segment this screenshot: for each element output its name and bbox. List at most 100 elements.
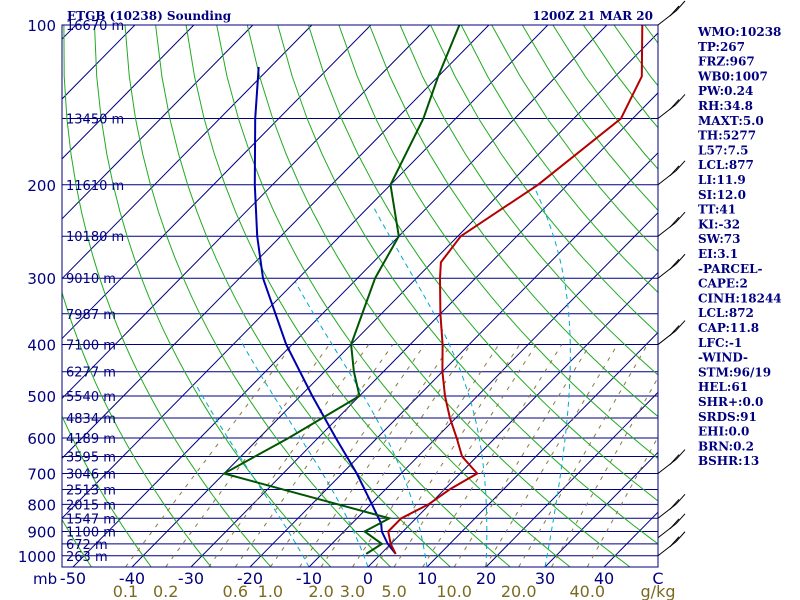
wind-barb-staff — [657, 541, 677, 557]
isotherm — [62, 25, 195, 160]
temp-tick-label: 0 — [363, 569, 373, 588]
height-label: 2513 m — [66, 483, 116, 498]
index-value: WB0:1007 — [697, 69, 768, 83]
isotherm — [426, 331, 658, 567]
index-value: HEL:61 — [698, 380, 748, 394]
mixing-ratio-line — [320, 344, 471, 567]
dry-adiabat — [460, 25, 658, 294]
height-label: 672 m — [66, 538, 108, 553]
index-value: SHR+:0.0 — [698, 395, 763, 409]
height-label: 4834 m — [66, 412, 116, 427]
wind-barb-flag — [669, 165, 680, 177]
wind-barb-staff — [657, 330, 677, 345]
height-label: 13450 m — [66, 112, 124, 127]
valid-time: 1200Z 21 MAR 20 — [532, 9, 653, 23]
pressure-tick-label: 300 — [27, 270, 56, 288]
wind-barb — [657, 160, 686, 186]
moist-adiabat — [532, 184, 571, 567]
moist-adiabat — [295, 281, 428, 567]
isotherm — [249, 152, 658, 567]
mixing-ratio-line — [299, 344, 452, 567]
pressure-tick-label: 200 — [27, 177, 56, 195]
wind-barb-flag — [675, 531, 686, 543]
mixing-ratio-tick-label: 20.0 — [501, 582, 537, 600]
height-label: 263 m — [66, 550, 108, 565]
mixing-ratio-tick-label: g/kg — [641, 582, 676, 600]
isotherm — [62, 25, 254, 220]
index-value: EHI:0.0 — [698, 425, 749, 439]
index-value: MAXT:5.0 — [698, 114, 764, 128]
wind-barb-staff — [657, 104, 677, 119]
dewpoint-line — [221, 25, 461, 555]
pressure-tick-label: 500 — [27, 388, 56, 406]
wind-barb — [657, 253, 686, 279]
dry-adiabat — [246, 25, 631, 567]
temp-tick-label: -40 — [119, 569, 145, 588]
isotherm — [0, 25, 17, 567]
wind-barb-flag — [675, 253, 686, 265]
mixing-ratio-tick-label: 40.0 — [569, 582, 605, 600]
isotherm — [62, 25, 77, 40]
mixing-ratio-line — [125, 344, 294, 567]
mixing-ratio-line — [375, 344, 520, 567]
mixing-ratio-tick-label: 3.0 — [340, 582, 365, 600]
wind-barb-staff — [657, 459, 677, 474]
mixing-ratio-tick-label: 2.0 — [308, 582, 333, 600]
moist-adiabat — [195, 383, 310, 567]
wind-barb — [657, 320, 686, 345]
grid — [0, 25, 658, 567]
mixing-ratio-line — [422, 344, 563, 567]
height-label: 16670 m — [66, 19, 124, 34]
wind-barb-flag — [675, 320, 686, 331]
wind-barb-flag — [669, 454, 680, 465]
wind-barb-flag — [675, 513, 686, 525]
mixing-ratio-tick-label: 1.0 — [258, 582, 283, 600]
wind-barb — [657, 513, 686, 539]
dry-adiabat — [63, 25, 272, 567]
pressure-unit-label: mb — [33, 570, 57, 588]
mixing-ratio-line — [586, 435, 658, 567]
isotherm — [190, 92, 658, 567]
mixing-ratio-line — [352, 344, 500, 567]
temperature-line — [387, 25, 644, 555]
index-value: LI:11.9 — [698, 173, 746, 187]
wind-barb-staff — [657, 523, 677, 539]
mixing-ratio-tick-label: 0.1 — [113, 582, 138, 600]
index-value: WMO:10238 — [697, 25, 781, 39]
profiles — [221, 25, 644, 555]
isotherm — [62, 25, 431, 400]
index-value: CAPE:2 — [698, 277, 748, 291]
wind-barb-flag — [675, 0, 686, 12]
height-label: 6277 m — [66, 366, 116, 381]
mixing-ratio-tick-label: 10.0 — [436, 582, 472, 600]
dry-adiabat — [491, 25, 658, 253]
dry-adiabat — [430, 25, 658, 335]
index-value: RH:34.8 — [698, 99, 753, 113]
height-label: 11610 m — [66, 179, 124, 194]
height-label: 3046 m — [66, 468, 116, 483]
height-label: 5540 m — [66, 390, 116, 405]
height-label: 2015 m — [66, 498, 116, 513]
dry-adiabat — [277, 25, 658, 545]
index-value: SRDS:91 — [698, 410, 757, 424]
dry-adiabat — [62, 290, 212, 567]
wind-barb — [657, 94, 686, 119]
wind-barb — [657, 211, 686, 237]
index-value: STM:96/19 — [698, 365, 771, 379]
mixing-ratio-line — [393, 344, 537, 567]
mixing-ratio-line — [453, 344, 591, 567]
pressure-tick-label: 900 — [27, 523, 56, 541]
wind-barbs — [657, 0, 686, 557]
temp-tick-label: -10 — [296, 569, 322, 588]
mixing-ratio-tick-label: 0.2 — [153, 582, 178, 600]
wind-barb-flag — [675, 160, 686, 172]
dry-adiabat — [62, 518, 92, 567]
height-label: 1100 m — [66, 525, 116, 540]
isotherm — [62, 25, 372, 340]
index-value: LCL:877 — [698, 158, 754, 172]
wind-barb — [657, 449, 686, 474]
wind-barb-flag — [669, 5, 680, 17]
pressure-tick-label: 800 — [27, 496, 56, 514]
